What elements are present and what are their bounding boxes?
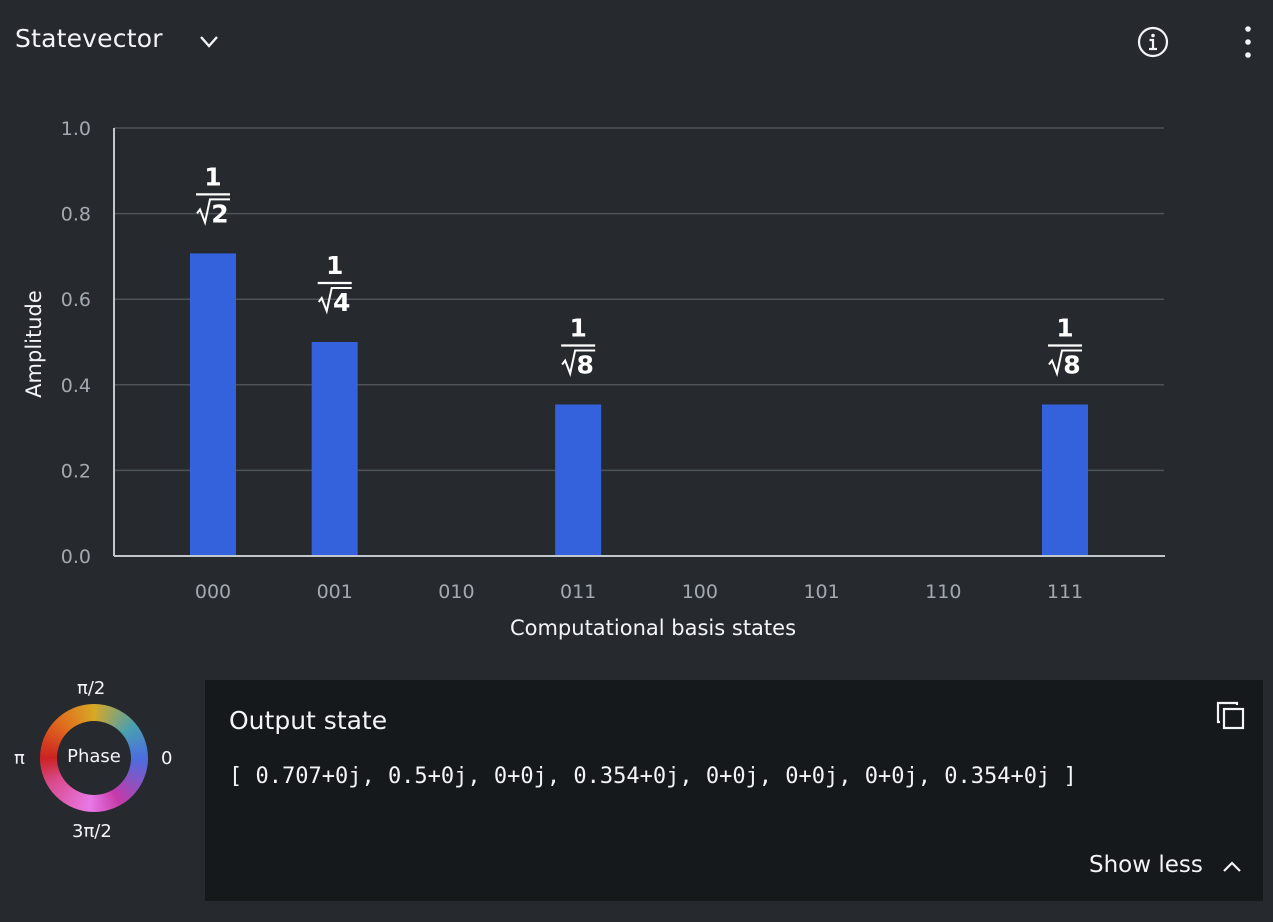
bar-label-numerator: 1 [204,162,221,191]
sqrt-sign [196,198,230,226]
bar-value-label: 12 [196,162,230,228]
y-tick-label: 0.4 [61,375,91,397]
phase-ring [40,704,148,812]
x-tick-label: 100 [682,581,718,603]
show-less-button[interactable]: Show less [1085,850,1255,884]
bar [190,253,236,557]
bar-label-denominator: 8 [1063,350,1080,379]
phase-label-top: π/2 [77,678,106,699]
bar [1042,404,1088,556]
y-tick-label: 0.6 [61,289,91,311]
bar-value-label: 18 [1048,313,1082,379]
show-less-label: Show less [1089,852,1203,878]
sqrt-sign [1048,349,1082,377]
output-state-panel: Output state [ 0.707+0j, 0.5+0j, 0+0j, 0… [205,680,1263,901]
phase-color-wheel: π/2 0 3π/2 π Phase [0,670,200,850]
output-state-value: [ 0.707+0j, 0.5+0j, 0+0j, 0.354+0j, 0+0j… [229,764,1077,789]
info-button[interactable] [1134,22,1172,62]
phase-label-right: 0 [161,748,173,769]
info-icon [1137,26,1169,58]
view-dropdown-button[interactable] [194,28,224,56]
phase-center-label: Phase [67,746,121,767]
copy-button[interactable] [1213,698,1249,734]
x-tick-label: 001 [317,581,353,603]
x-tick-label: 010 [438,581,474,603]
overflow-menu-vertical-icon [1245,26,1251,58]
chevron-down-icon [200,36,218,48]
view-title: Statevector [15,24,163,53]
bar [311,342,358,556]
bar-value-label: 18 [561,313,596,379]
bar-label-numerator: 1 [1056,313,1073,342]
y-tick-label: 0.2 [61,460,91,482]
phase-label-left: π [14,748,25,769]
header-bar: Statevector [0,0,1273,84]
x-tick-label: 011 [560,581,596,603]
y-tick-label: 1.0 [61,118,91,140]
x-axis-title: Computational basis states [510,616,796,640]
x-tick-label: 000 [195,581,231,603]
x-tick-label: 110 [925,581,961,603]
output-state-title: Output state [229,706,388,735]
overflow-menu-button[interactable] [1234,22,1262,62]
sqrt-sign [317,287,352,315]
bar-label-denominator: 2 [211,199,228,228]
y-axis-title: Amplitude [22,290,46,398]
x-tick-label: 111 [1047,581,1083,603]
y-tick-label: 0.0 [61,546,91,568]
bar [555,404,602,556]
copy-icon [1216,701,1245,730]
bar-label-numerator: 1 [569,313,586,342]
x-tick-label: 101 [803,581,839,603]
sqrt-sign [561,349,596,377]
bar-label-denominator: 8 [576,350,593,379]
bar-label-numerator: 1 [326,251,343,280]
bar-value-label: 14 [317,251,352,317]
bar-label-denominator: 4 [333,288,350,317]
phase-label-bottom: 3π/2 [72,821,112,842]
chevron-up-icon [1223,861,1241,872]
y-tick-label: 0.8 [61,204,91,226]
